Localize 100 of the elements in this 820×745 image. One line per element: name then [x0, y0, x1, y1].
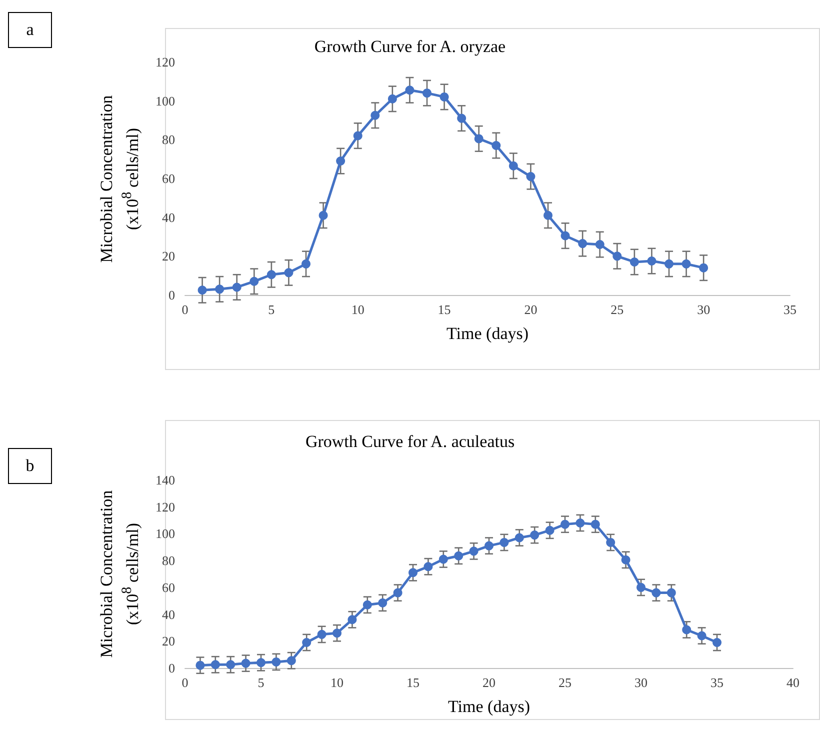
point	[652, 588, 661, 598]
y-tick-label: 40	[162, 606, 175, 622]
point	[210, 660, 220, 670]
point	[560, 520, 570, 529]
point	[424, 562, 433, 572]
point	[422, 88, 432, 98]
x-tick-label: 15	[438, 302, 451, 317]
point	[544, 210, 552, 220]
y-tick-label: 120	[156, 54, 175, 70]
point	[469, 546, 478, 556]
point	[256, 658, 266, 668]
x-tick-label: 10	[330, 675, 344, 690]
x-axis-title: Time (days)	[446, 324, 529, 343]
point	[250, 276, 259, 286]
point	[302, 259, 310, 268]
text: b	[8, 448, 52, 484]
point	[630, 257, 639, 266]
point	[317, 630, 326, 639]
x-tick-label: 10	[351, 302, 364, 317]
point	[362, 600, 372, 610]
x-axis-title: Time (days)	[448, 697, 530, 716]
point	[336, 156, 346, 166]
point	[353, 131, 362, 140]
x-tick-label: 20	[524, 302, 538, 317]
point	[606, 538, 616, 547]
y-tick-label: 80	[162, 553, 175, 568]
y-tick-label: 60	[162, 171, 175, 186]
point	[530, 530, 540, 540]
y-tick-label: 100	[156, 93, 175, 108]
point	[595, 240, 604, 250]
point	[576, 518, 585, 528]
point	[484, 541, 494, 550]
y-tick-label: 120	[156, 499, 175, 514]
point	[332, 628, 342, 638]
x-tick-label: 30	[697, 302, 710, 317]
x-tick-label: 15	[406, 675, 420, 690]
x-tick-label: 25	[610, 302, 624, 317]
y-tick-label: 60	[162, 580, 175, 595]
x-tick-label: 25	[558, 675, 572, 690]
x-tick-label: 35	[710, 675, 724, 690]
point	[232, 282, 242, 292]
point	[266, 270, 276, 280]
point	[370, 110, 380, 120]
point	[590, 520, 600, 529]
point	[514, 533, 524, 542]
x-tick-label: 40	[786, 675, 800, 690]
x-tick-label: 5	[258, 675, 264, 690]
point	[348, 615, 357, 624]
point	[474, 134, 484, 144]
y-tick-label: 20	[162, 248, 175, 264]
point	[241, 658, 250, 668]
point	[636, 582, 646, 592]
y-tick-label: 20	[162, 634, 175, 649]
point	[286, 656, 296, 666]
y-tick-label: 0	[168, 288, 175, 302]
point	[712, 638, 722, 647]
point	[526, 172, 536, 182]
point	[388, 94, 397, 104]
point	[378, 598, 388, 608]
point	[438, 554, 448, 564]
point	[612, 252, 622, 261]
point	[408, 568, 418, 578]
point	[318, 210, 328, 220]
point	[697, 631, 706, 640]
point	[682, 625, 692, 634]
chart-title: Growth Curve for A. aculeatus	[305, 432, 515, 451]
point	[198, 286, 207, 295]
y-tick-label: 140	[156, 472, 175, 488]
point	[508, 161, 518, 170]
point	[621, 555, 630, 564]
y-tick-label: 100	[156, 526, 175, 542]
x-tick-label: 0	[182, 675, 188, 690]
y-tick-label: 40	[162, 210, 175, 225]
y-tick-label: 80	[162, 132, 175, 148]
point	[215, 284, 224, 294]
point	[666, 588, 676, 598]
x-tick-label: 35	[784, 302, 796, 317]
point	[454, 551, 464, 560]
chart-title: Growth Curve for A. oryzae	[314, 37, 506, 56]
point	[578, 239, 588, 248]
point	[500, 538, 509, 547]
x-tick-label: 20	[482, 675, 496, 690]
text: a	[8, 12, 52, 48]
point	[545, 526, 554, 535]
point	[284, 268, 294, 278]
point	[302, 638, 312, 647]
x-tick-label: 30	[634, 675, 648, 690]
point	[492, 140, 501, 150]
x-tick-label: 0	[182, 302, 188, 317]
point	[560, 231, 570, 240]
point	[196, 660, 205, 670]
point	[226, 660, 236, 670]
point	[647, 256, 656, 266]
point	[699, 263, 708, 272]
point	[272, 657, 281, 666]
point	[664, 259, 674, 268]
point	[393, 588, 402, 598]
y-tick-label: 0	[168, 660, 175, 676]
point	[405, 86, 414, 95]
point	[457, 114, 466, 123]
